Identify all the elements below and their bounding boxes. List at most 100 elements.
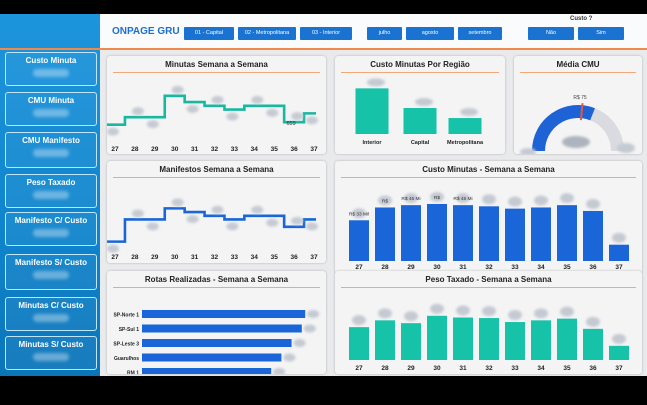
bar (403, 108, 437, 134)
filter-metropolitana-button[interactable]: 02 - Metropolitana (238, 27, 296, 40)
custo-sim-button[interactable]: Sim (578, 27, 624, 40)
x-tick-label: 32 (211, 254, 219, 261)
x-tick-label: 27 (355, 264, 363, 271)
bar (427, 203, 447, 261)
kpi-label: Minutas S/ Custo (18, 340, 84, 349)
data-label-blurred (560, 193, 574, 204)
x-tick-label: 29 (407, 365, 415, 372)
title-underline (341, 287, 636, 288)
x-tick-label: 31 (191, 254, 199, 261)
kpi-label: CMU Manifesto (22, 136, 80, 145)
x-tick-label: 34 (251, 254, 259, 261)
kpi-manifesto-sem-custo[interactable]: Manifesto S/ Custo (5, 254, 97, 290)
bar (401, 205, 421, 261)
data-label-blurred (482, 194, 496, 205)
bar (375, 320, 395, 360)
kpi-manifesto-com-custo[interactable]: Manifesto C/ Custo (5, 212, 97, 246)
data-label-blurred (131, 107, 144, 116)
card-media-cmu: Média CMU R$ 75 (514, 56, 642, 154)
data-label-blurred (430, 303, 444, 314)
data-label-blurred (291, 112, 304, 121)
x-tick-label: 34 (537, 365, 545, 372)
x-tick-label: 29 (151, 146, 159, 153)
x-tick-label: 28 (131, 146, 139, 153)
bar (557, 318, 577, 360)
kpi-label: Manifesto S/ Custo (14, 258, 87, 267)
x-tick-label: 36 (589, 264, 597, 271)
filter-interior-button[interactable]: 03 - Interior (300, 27, 352, 40)
custo-nao-button[interactable]: Não (528, 27, 574, 40)
x-tick-label: 37 (310, 254, 318, 261)
kpi-label: Manifesto C/ Custo (14, 216, 88, 225)
data-label-blurred (131, 209, 144, 218)
data-label-blurred (367, 78, 385, 87)
bar (609, 345, 629, 360)
kpi-custo-minuta[interactable]: Custo Minuta (5, 52, 97, 86)
card-peso-semana: Peso Taxado - Semana a Semana 27 28 29 30 31… (335, 271, 642, 374)
x-tick-label: 28 (131, 254, 139, 261)
filter-capital-button[interactable]: 01 - Capital (184, 27, 234, 40)
x-tick-label: 28 (381, 365, 389, 372)
month-agosto-button[interactable]: agosto (406, 27, 454, 40)
kpi-cmu-minuta[interactable]: CMU Minuta (5, 92, 97, 126)
data-label-blurred (146, 222, 159, 231)
kpi-peso-taxado[interactable]: Peso Taxado (5, 174, 97, 208)
title-underline (113, 72, 320, 73)
gauge-max-blurred (617, 143, 635, 153)
data-label-blurred (266, 218, 279, 227)
title-underline (341, 72, 499, 73)
data-label-blurred (306, 116, 318, 125)
bar (453, 317, 473, 360)
data-label-blurred (415, 98, 433, 106)
data-label-blurred (186, 215, 199, 224)
page-title: ONPAGE GRU (112, 26, 180, 37)
month-julho-button[interactable]: julho (367, 27, 402, 40)
card-rotas-semana: Rotas Realizadas - Semana a Semana SP-No… (107, 271, 326, 374)
series-line (107, 94, 316, 126)
data-label-blurred (107, 127, 119, 136)
x-tick-label: 33 (231, 254, 239, 261)
bar (531, 207, 551, 261)
rotas-hbar-chart: SP-Norte 1 SP-Sul 1 SP-Leste 3 Guarulhos RM … (113, 310, 320, 374)
data-label-blurred (404, 311, 418, 322)
card-title: Custo Minutas - Semana a Semana (422, 165, 555, 174)
y-tick-label: Guarulhos (114, 356, 139, 362)
cmu-gauge: R$ 75 (520, 95, 635, 154)
bar (349, 327, 369, 360)
kpi-minutas-sem-custo[interactable]: Minutas S/ Custo (5, 336, 97, 370)
kpi-value-blurred (33, 191, 69, 199)
data-label-blurred (226, 222, 239, 231)
bar (557, 205, 577, 261)
kpi-minutas-com-custo[interactable]: Minutas C/ Custo (5, 297, 97, 331)
bar (401, 323, 421, 360)
x-tick-label: 37 (615, 365, 623, 372)
x-tick-label: 28 (381, 264, 389, 271)
data-label: R$ 33 Mil (349, 211, 369, 217)
x-tick-label: 29 (407, 264, 415, 271)
bar (142, 339, 292, 347)
data-label-blurred (430, 191, 444, 202)
dashboard-screen: Custo Minuta CMU Minuta CMU Manifesto Pe… (0, 14, 647, 376)
x-tick-label: 32 (211, 146, 219, 153)
kpi-cmu-manifesto[interactable]: CMU Manifesto (5, 132, 97, 168)
bar (142, 324, 302, 333)
data-label-blurred (186, 105, 199, 114)
card-title: Minutas Semana a Semana (165, 60, 268, 69)
data-label-blurred (293, 339, 306, 347)
y-tick-label: SP-Norte 1 (113, 313, 139, 319)
data-label-blurred (534, 195, 548, 206)
data-label-blurred (352, 315, 366, 326)
bar (142, 310, 306, 318)
peso-semana-bar-chart: 27 28 29 30 31 32 33 34 35 36 37 (349, 303, 629, 372)
x-tick-label: 30 (433, 365, 441, 372)
bar (349, 220, 369, 261)
data-label-blurred (251, 205, 264, 214)
kpi-sidebar: Custo Minuta CMU Minuta CMU Manifesto Pe… (0, 14, 100, 376)
x-tick-label: Interior (363, 140, 383, 146)
month-setembro-button[interactable]: setembro (458, 27, 502, 40)
bar (479, 206, 499, 261)
bar (375, 207, 395, 261)
data-label-blurred (612, 232, 626, 243)
gauge-target-label: R$ 75 (573, 95, 587, 101)
data-label-blurred (378, 308, 392, 319)
